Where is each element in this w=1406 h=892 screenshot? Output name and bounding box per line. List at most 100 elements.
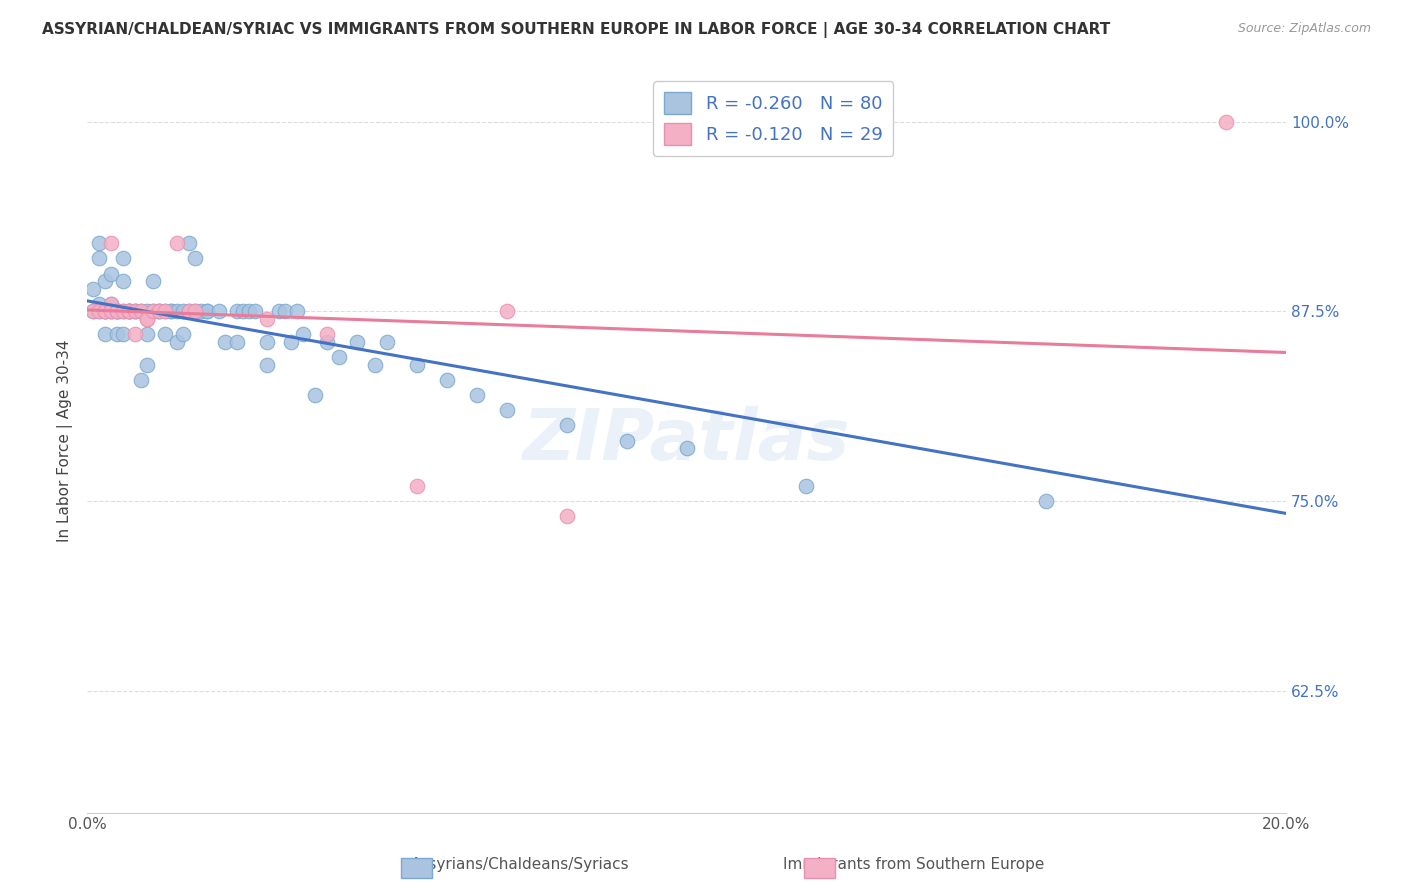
Legend: R = -0.260   N = 80, R = -0.120   N = 29: R = -0.260 N = 80, R = -0.120 N = 29 bbox=[654, 81, 893, 156]
Point bbox=[436, 373, 458, 387]
Point bbox=[364, 358, 387, 372]
Point bbox=[105, 304, 128, 318]
Point bbox=[136, 312, 159, 326]
Point bbox=[105, 327, 128, 342]
Point bbox=[100, 304, 122, 318]
Point bbox=[105, 304, 128, 318]
Point bbox=[124, 304, 146, 318]
Point bbox=[129, 304, 152, 318]
Point bbox=[94, 274, 117, 288]
Point bbox=[87, 236, 110, 251]
Point bbox=[129, 304, 152, 318]
Point bbox=[280, 334, 302, 349]
Point bbox=[315, 327, 337, 342]
Point bbox=[328, 350, 350, 364]
Point bbox=[100, 297, 122, 311]
Point bbox=[82, 282, 104, 296]
Point bbox=[232, 304, 254, 318]
Text: Source: ZipAtlas.com: Source: ZipAtlas.com bbox=[1237, 22, 1371, 36]
Point bbox=[346, 334, 368, 349]
Point bbox=[238, 304, 260, 318]
Point bbox=[94, 327, 117, 342]
Point bbox=[166, 334, 188, 349]
Point bbox=[465, 388, 488, 402]
Point bbox=[82, 304, 104, 318]
Point bbox=[129, 373, 152, 387]
Point bbox=[124, 304, 146, 318]
Point bbox=[100, 267, 122, 281]
Point bbox=[100, 304, 122, 318]
Point bbox=[153, 327, 176, 342]
Point bbox=[177, 304, 200, 318]
Point bbox=[112, 304, 135, 318]
Point bbox=[243, 304, 266, 318]
Point bbox=[495, 403, 517, 417]
Point bbox=[555, 418, 578, 433]
Point bbox=[136, 358, 159, 372]
Point bbox=[124, 304, 146, 318]
Point bbox=[100, 297, 122, 311]
Point bbox=[142, 304, 165, 318]
Text: Assyrians/Chaldeans/Syriacs: Assyrians/Chaldeans/Syriacs bbox=[411, 857, 630, 872]
Point bbox=[184, 304, 207, 318]
Point bbox=[256, 312, 278, 326]
Text: Immigrants from Southern Europe: Immigrants from Southern Europe bbox=[783, 857, 1045, 872]
Point bbox=[285, 304, 308, 318]
Point bbox=[118, 304, 141, 318]
Point bbox=[160, 304, 183, 318]
Point bbox=[195, 304, 218, 318]
Point bbox=[87, 252, 110, 266]
Point bbox=[94, 304, 117, 318]
Point bbox=[274, 304, 297, 318]
Point bbox=[555, 509, 578, 524]
Point bbox=[112, 274, 135, 288]
Point bbox=[118, 304, 141, 318]
Point bbox=[1035, 494, 1057, 508]
Point bbox=[105, 304, 128, 318]
Point bbox=[100, 236, 122, 251]
Point bbox=[136, 304, 159, 318]
Point bbox=[118, 304, 141, 318]
Point bbox=[190, 304, 212, 318]
Point bbox=[195, 304, 218, 318]
Point bbox=[82, 304, 104, 318]
Point bbox=[616, 434, 638, 448]
Point bbox=[184, 304, 207, 318]
Point bbox=[118, 304, 141, 318]
Point bbox=[112, 327, 135, 342]
Point bbox=[153, 304, 176, 318]
Point bbox=[304, 388, 326, 402]
Point bbox=[256, 358, 278, 372]
Point bbox=[94, 304, 117, 318]
Point bbox=[142, 304, 165, 318]
Point bbox=[148, 304, 170, 318]
Point bbox=[172, 327, 194, 342]
Y-axis label: In Labor Force | Age 30-34: In Labor Force | Age 30-34 bbox=[58, 339, 73, 541]
Point bbox=[148, 304, 170, 318]
Point bbox=[226, 304, 249, 318]
Point bbox=[136, 327, 159, 342]
Point bbox=[315, 334, 337, 349]
Point bbox=[112, 304, 135, 318]
Point bbox=[124, 327, 146, 342]
Point bbox=[675, 441, 697, 455]
Point bbox=[177, 304, 200, 318]
Point bbox=[105, 304, 128, 318]
Point bbox=[256, 334, 278, 349]
Point bbox=[172, 304, 194, 318]
Point bbox=[375, 334, 398, 349]
Point bbox=[112, 252, 135, 266]
Point bbox=[796, 479, 818, 493]
Point bbox=[94, 304, 117, 318]
Point bbox=[405, 479, 427, 493]
Point bbox=[291, 327, 314, 342]
Point bbox=[166, 304, 188, 318]
Text: ZIPatlas: ZIPatlas bbox=[523, 406, 851, 475]
Point bbox=[118, 304, 141, 318]
Point bbox=[136, 312, 159, 326]
Point bbox=[105, 304, 128, 318]
Point bbox=[166, 236, 188, 251]
Point bbox=[87, 304, 110, 318]
Point bbox=[94, 304, 117, 318]
Point bbox=[208, 304, 231, 318]
